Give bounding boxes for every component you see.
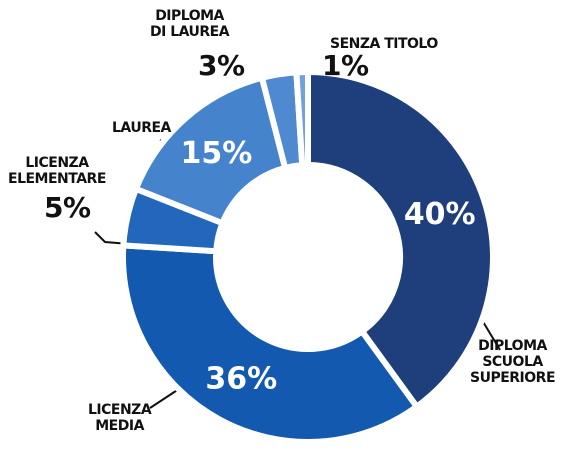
donut-segment xyxy=(120,242,421,445)
value-label: 5% xyxy=(44,191,91,224)
donut-segment xyxy=(132,74,289,228)
category-label: LICENZA ELEMENTARE xyxy=(8,155,106,187)
category-label: SENZA TITOLO xyxy=(330,36,438,52)
donut-segment xyxy=(293,68,311,169)
category-label: LAUREA xyxy=(112,120,171,136)
value-label: 1% xyxy=(322,49,369,82)
value-label: 36% xyxy=(205,361,277,396)
category-label: DIPLOMA SCUOLA SUPERIORE xyxy=(470,338,556,386)
value-label: 15% xyxy=(181,136,253,171)
donut-segment xyxy=(305,68,496,411)
category-label: DIPLOMA DI LAUREA xyxy=(150,8,230,40)
category-label: LICENZA MEDIA xyxy=(88,402,152,434)
value-label: 40% xyxy=(404,197,476,232)
value-label: 3% xyxy=(198,49,245,82)
